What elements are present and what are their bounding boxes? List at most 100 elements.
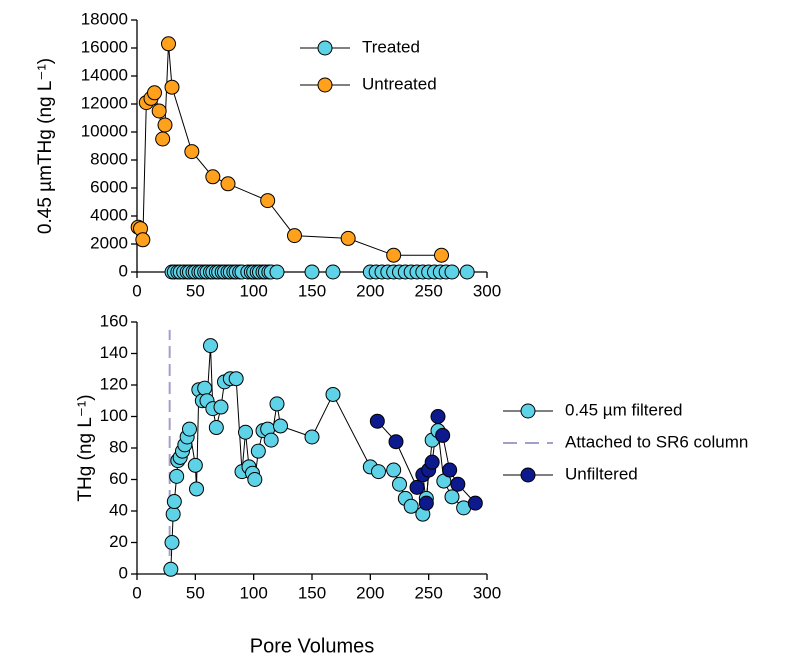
- data-point: [238, 424, 253, 440]
- data-point: [161, 36, 176, 52]
- x-tick-label: 300: [473, 583, 501, 602]
- legend: 0.45 µm filtered Attached to SR6 column Un…: [503, 400, 748, 483]
- y-tick-label: 16000: [81, 37, 128, 56]
- data-point: [151, 103, 167, 119]
- data-point: [273, 418, 288, 434]
- data-point: [164, 535, 180, 550]
- data-point: [169, 468, 185, 484]
- data-point: [304, 264, 320, 280]
- y-tick-label: 0: [119, 261, 128, 280]
- y-tick-label: 140: [100, 343, 128, 362]
- y-tick-label: 60: [109, 469, 128, 488]
- data-point: [371, 464, 386, 480]
- data-point: [442, 462, 458, 478]
- data-point: [424, 454, 440, 470]
- data-point: [205, 169, 221, 185]
- y-axis-label: THg (ng L⁻¹): [75, 394, 96, 501]
- x-tick-label: 100: [239, 583, 267, 602]
- x-tick-label: 50: [186, 583, 205, 602]
- data-point: [392, 476, 407, 492]
- data-point: [228, 371, 244, 387]
- data-point: [263, 432, 279, 448]
- y-tick-label: 18000: [81, 9, 128, 28]
- y-tick-label: 120: [100, 374, 128, 393]
- legend-marker: [317, 77, 333, 93]
- x-tick-label: 0: [132, 281, 141, 300]
- data-point: [155, 131, 171, 147]
- y-tick-label: 8000: [90, 149, 128, 168]
- x-tick-label: 300: [473, 281, 501, 300]
- data-point: [165, 506, 181, 522]
- y-tick-label: 80: [109, 437, 128, 456]
- y-tick-label: 6000: [90, 177, 128, 196]
- data-point: [403, 498, 419, 514]
- y-tick-label: 20: [109, 532, 128, 551]
- data-point: [203, 338, 218, 354]
- series-line: [170, 345, 465, 570]
- legend-label: Untreated: [362, 74, 437, 93]
- legend-marker: [520, 467, 536, 483]
- data-point: [197, 380, 213, 396]
- data-point: [166, 494, 182, 510]
- x-tick-label: 150: [298, 583, 326, 602]
- legend-marker: [520, 403, 536, 419]
- data-point: [247, 472, 263, 487]
- data-point: [287, 228, 302, 244]
- data-point: [187, 457, 203, 473]
- y-tick-label: 12000: [81, 93, 128, 112]
- legend-label: Unfiltered: [565, 464, 638, 483]
- x-tick-label: 0: [132, 583, 141, 602]
- data-point: [220, 176, 236, 192]
- data-point: [450, 476, 466, 492]
- data-point: [369, 413, 385, 429]
- panel: 0 20 40 60 80 100 120 140 160 0 50 100 150 200 250 300 T…: [75, 311, 748, 657]
- x-tick-label: 150: [298, 281, 326, 300]
- x-tick-label: 50: [186, 281, 205, 300]
- data-point: [388, 434, 404, 450]
- y-tick-label: 10000: [81, 121, 128, 140]
- data-point: [164, 79, 180, 95]
- y-tick-label: 100: [100, 406, 128, 425]
- data-point: [189, 481, 204, 497]
- legend-label: Attached to SR6 column: [565, 432, 748, 451]
- data-point: [184, 144, 200, 160]
- x-axis-label: Pore Volumes: [250, 635, 375, 657]
- data-point: [409, 479, 425, 495]
- y-tick-label: 0: [119, 563, 128, 582]
- data-point: [135, 232, 151, 248]
- x-tick-label: 200: [356, 583, 384, 602]
- data-point: [250, 443, 266, 459]
- data-point: [434, 247, 449, 263]
- data-point: [213, 399, 229, 415]
- y-tick-label: 14000: [81, 65, 128, 84]
- data-point: [269, 396, 285, 412]
- data-point: [435, 427, 451, 443]
- data-point: [269, 264, 285, 280]
- y-tick-label: 40: [109, 500, 128, 519]
- panel: 0200040006000800010000120001400016000180…: [35, 9, 501, 300]
- data-point: [182, 421, 197, 437]
- data-point: [157, 117, 173, 133]
- x-tick-label: 100: [239, 281, 267, 300]
- y-tick-label: 160: [100, 311, 128, 330]
- data-point: [386, 462, 402, 478]
- data-point: [147, 85, 162, 101]
- legend-label: Treated: [362, 37, 420, 56]
- legend-label: 0.45 µm filtered: [565, 400, 683, 419]
- data-point: [418, 495, 434, 511]
- data-point: [260, 193, 276, 209]
- y-tick-label: 4000: [90, 205, 128, 224]
- legend-marker: [317, 40, 333, 56]
- data-point: [304, 429, 320, 445]
- data-point: [340, 230, 356, 246]
- data-point: [444, 264, 460, 280]
- x-tick-label: 250: [414, 281, 442, 300]
- data-point: [386, 247, 402, 263]
- data-point: [325, 386, 341, 402]
- y-tick-label: 2000: [90, 233, 128, 252]
- data-point: [163, 561, 179, 577]
- data-point: [208, 420, 224, 436]
- y-axis-label: 0.45 µmTHg (ng L⁻¹): [35, 58, 56, 234]
- x-tick-label: 200: [356, 281, 384, 300]
